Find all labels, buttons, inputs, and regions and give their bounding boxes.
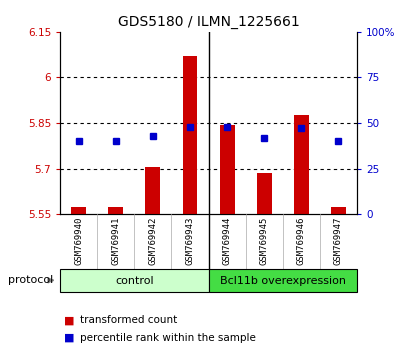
Bar (108, 207, 123, 214)
Text: ■: ■ (64, 315, 75, 325)
Bar (331, 207, 346, 214)
Text: GSM769941: GSM769941 (111, 217, 120, 265)
Bar (146, 167, 160, 214)
Bar (71, 207, 86, 214)
Bar (294, 115, 309, 214)
Text: ■: ■ (64, 333, 75, 343)
Text: control: control (115, 275, 154, 286)
Text: GSM769942: GSM769942 (149, 217, 157, 265)
Text: transformed count: transformed count (80, 315, 177, 325)
Text: percentile rank within the sample: percentile rank within the sample (80, 333, 256, 343)
Title: GDS5180 / ILMN_1225661: GDS5180 / ILMN_1225661 (118, 16, 299, 29)
FancyBboxPatch shape (209, 269, 357, 292)
Text: GSM769945: GSM769945 (260, 217, 269, 265)
Text: GSM769944: GSM769944 (222, 217, 232, 265)
Text: protocol: protocol (8, 275, 54, 285)
Text: GSM769946: GSM769946 (297, 217, 306, 265)
FancyBboxPatch shape (60, 269, 209, 292)
Text: GSM769940: GSM769940 (74, 217, 83, 265)
Text: GSM769943: GSM769943 (186, 217, 195, 265)
Bar (220, 125, 234, 214)
Text: GSM769947: GSM769947 (334, 217, 343, 265)
Text: Bcl11b overexpression: Bcl11b overexpression (220, 275, 346, 286)
Bar (183, 56, 198, 214)
Bar (257, 173, 271, 214)
